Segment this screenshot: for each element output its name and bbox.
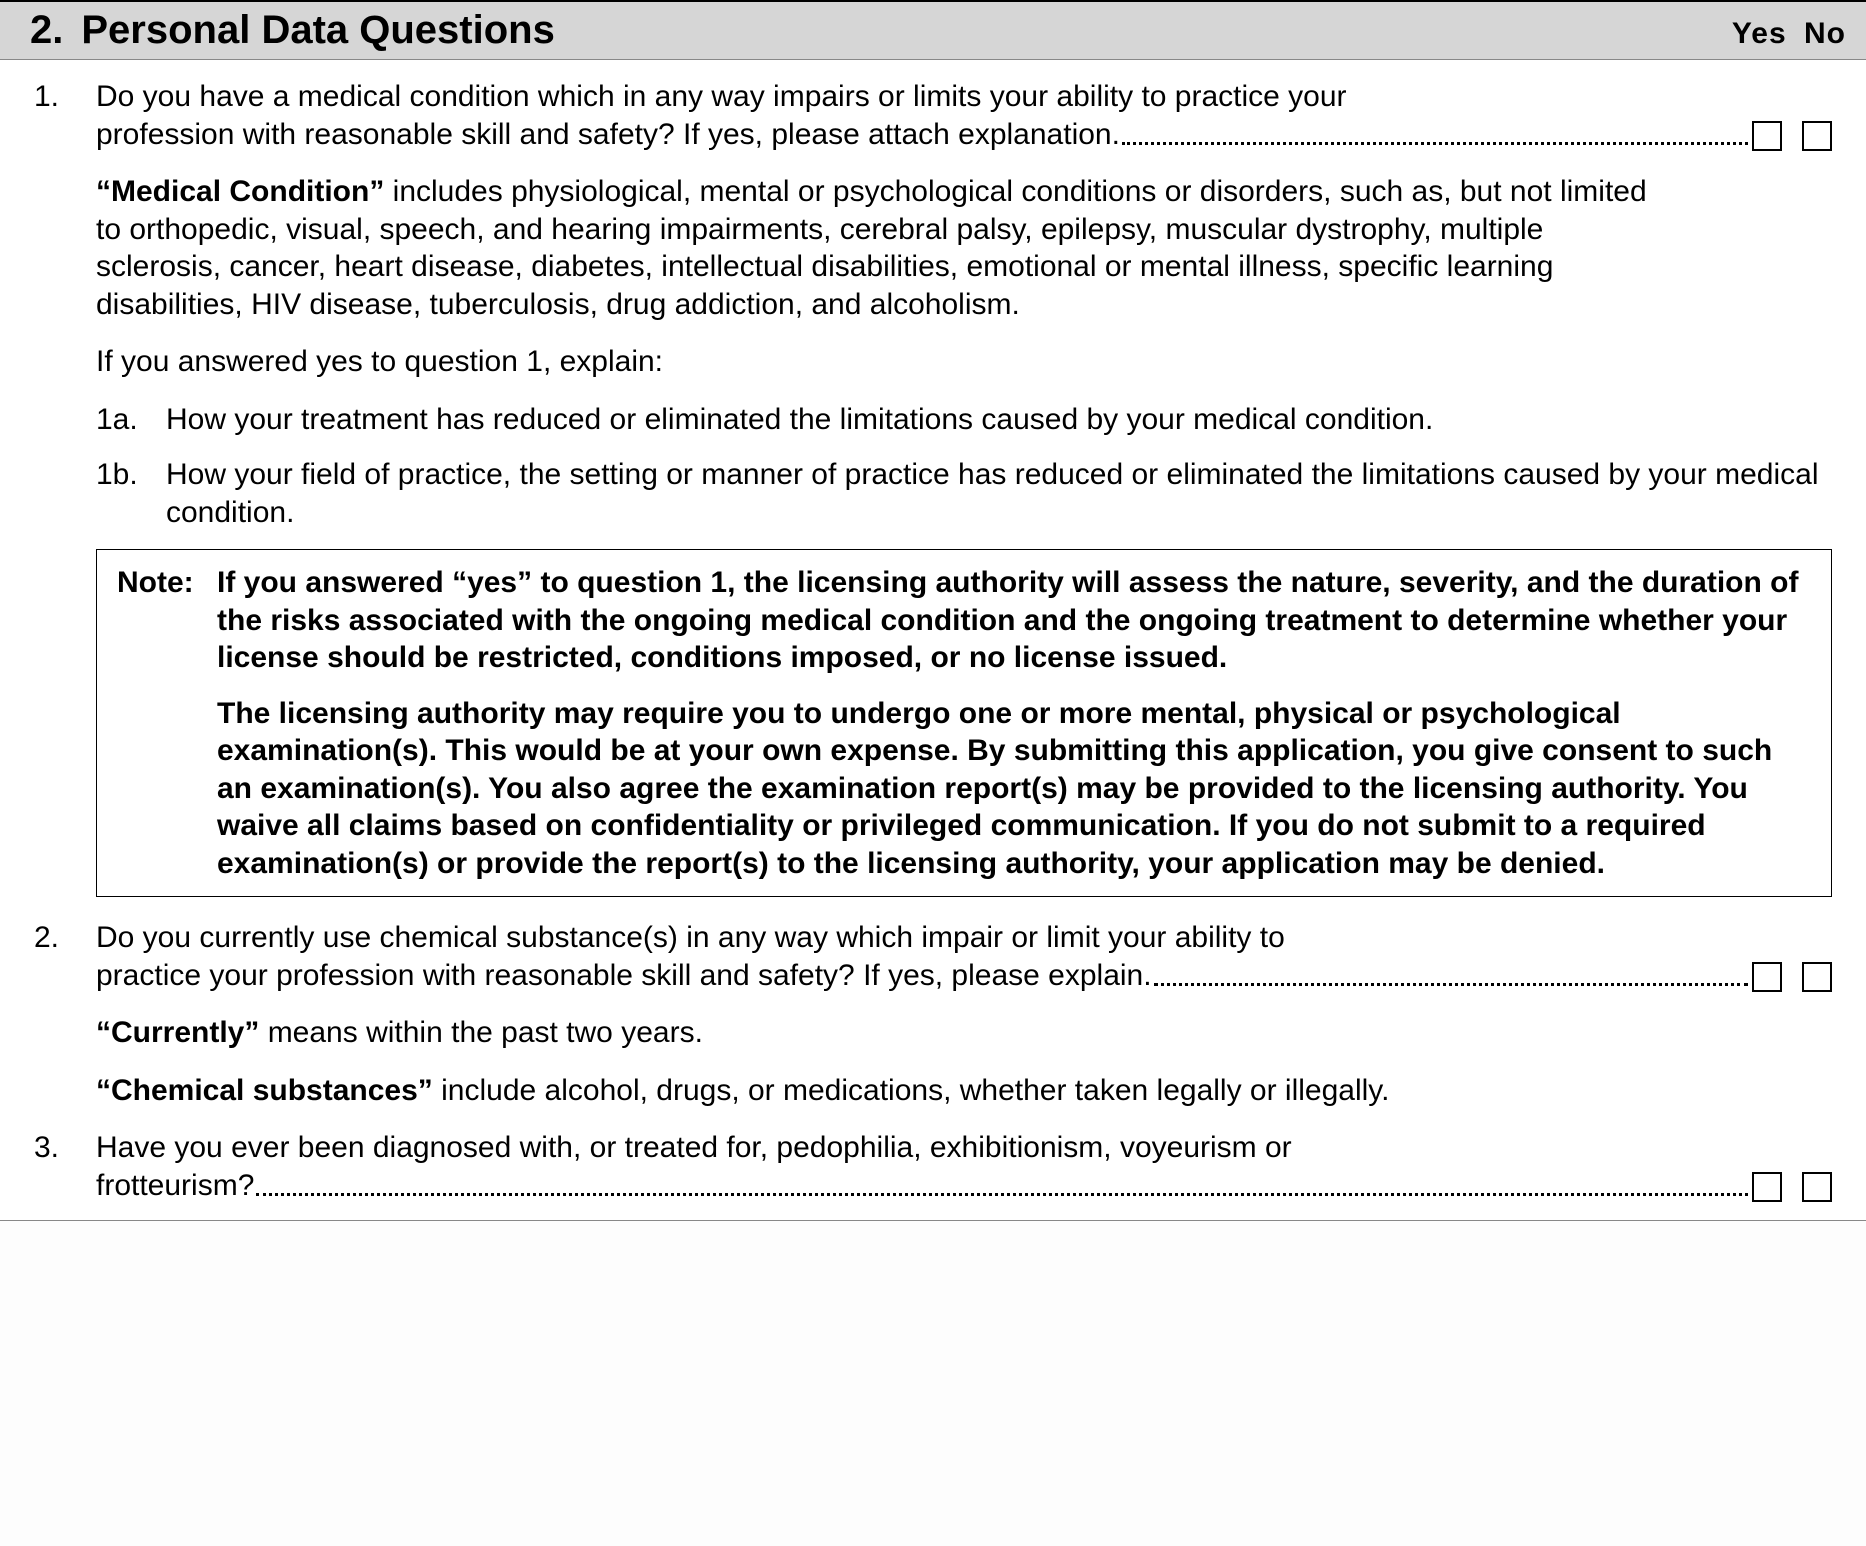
q1-definition: “Medical Condition” includes physiologic… (96, 173, 1656, 323)
note-p2: The licensing authority may require you … (217, 695, 1811, 883)
section-title: Personal Data Questions (81, 8, 1724, 53)
note-row: Note: If you answered “yes” to question … (117, 564, 1811, 882)
q2-no-checkbox[interactable] (1802, 962, 1832, 992)
q1-line2-row: profession with reasonable skill and saf… (96, 116, 1832, 154)
note-label: Note: (117, 564, 217, 882)
q3-yes-checkbox[interactable] (1752, 1172, 1782, 1202)
checkbox-group (1752, 1172, 1832, 1204)
q2-line1: Do you currently use chemical substance(… (96, 919, 1832, 957)
q2-line2: practice your profession with reasonable… (96, 957, 1152, 995)
checkbox-group (1752, 962, 1832, 994)
q3-no-checkbox[interactable] (1802, 1172, 1832, 1202)
question-number: 2. (34, 919, 96, 994)
note-p1: If you answered “yes” to question 1, the… (217, 564, 1811, 677)
question-1: 1. Do you have a medical condition which… (34, 78, 1832, 153)
question-text: Do you currently use chemical substance(… (96, 919, 1832, 994)
question-text: Do you have a medical condition which in… (96, 78, 1832, 153)
q3-line1: Have you ever been diagnosed with, or tr… (96, 1129, 1832, 1167)
note-box: Note: If you answered “yes” to question … (96, 549, 1832, 897)
medical-condition-term: “Medical Condition” (96, 175, 384, 208)
q2-yes-checkbox[interactable] (1752, 962, 1782, 992)
question-number: 3. (34, 1129, 96, 1204)
q2-line2-row: practice your profession with reasonable… (96, 957, 1832, 995)
q1a-text: How your treatment has reduced or elimin… (166, 401, 1832, 439)
checkbox-group (1752, 121, 1832, 153)
question-text: Have you ever been diagnosed with, or tr… (96, 1129, 1832, 1204)
chemical-def: include alcohol, drugs, or medications, … (433, 1074, 1390, 1107)
q1b-number: 1b. (96, 456, 166, 531)
question-3: 3. Have you ever been diagnosed with, or… (34, 1129, 1832, 1204)
section-header: 2. Personal Data Questions Yes No (0, 0, 1866, 60)
q1-line2: profession with reasonable skill and saf… (96, 116, 1120, 154)
form-page: 2. Personal Data Questions Yes No 1. Do … (0, 0, 1866, 1221)
q1b: 1b. How your field of practice, the sett… (96, 456, 1832, 531)
note-body: If you answered “yes” to question 1, the… (217, 564, 1811, 882)
yes-no-header: Yes No (1724, 17, 1846, 51)
section-number: 2. (30, 8, 63, 53)
q1a: 1a. How your treatment has reduced or el… (96, 401, 1832, 439)
q1-line1: Do you have a medical condition which in… (96, 78, 1832, 116)
leader-dots (1122, 142, 1748, 145)
q2-def-chemical: “Chemical substances” include alcohol, d… (96, 1072, 1832, 1110)
q3-line2: frotteurism? (96, 1167, 254, 1205)
q1-no-checkbox[interactable] (1802, 121, 1832, 151)
q1b-text: How your field of practice, the setting … (166, 456, 1832, 531)
q3-line2-row: frotteurism? (96, 1167, 1832, 1205)
q1a-number: 1a. (96, 401, 166, 439)
question-number: 1. (34, 78, 96, 153)
currently-def: means within the past two years. (259, 1016, 703, 1049)
question-2: 2. Do you currently use chemical substan… (34, 919, 1832, 994)
currently-term: “Currently” (96, 1016, 259, 1049)
section-body: 1. Do you have a medical condition which… (0, 60, 1866, 1220)
leader-dots (1154, 983, 1748, 986)
q1-explain-intro: If you answered yes to question 1, expla… (96, 343, 1832, 381)
q1-yes-checkbox[interactable] (1752, 121, 1782, 151)
leader-dots (256, 1193, 1748, 1196)
header-yes: Yes (1732, 17, 1787, 50)
chemical-term: “Chemical substances” (96, 1074, 433, 1107)
header-no: No (1804, 17, 1846, 50)
q2-def-currently: “Currently” means within the past two ye… (96, 1014, 1832, 1052)
